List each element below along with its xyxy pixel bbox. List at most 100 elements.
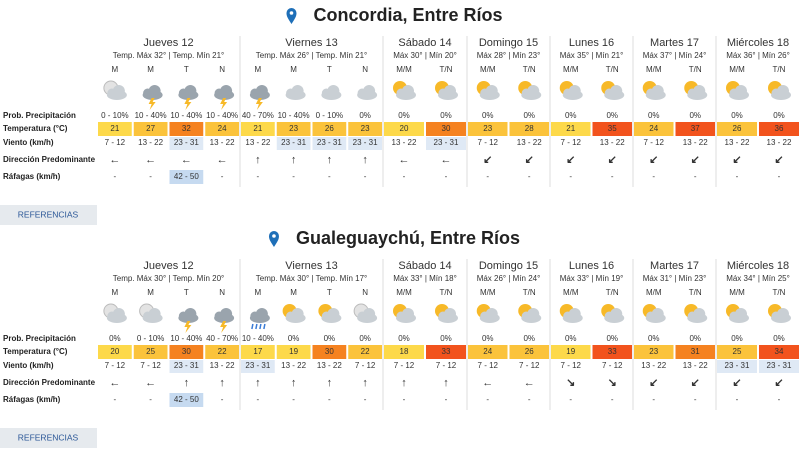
weather-icon	[103, 303, 127, 323]
wind: 23 - 31	[174, 361, 199, 370]
temperature: 27	[146, 124, 155, 133]
day-temps: Máx 36° | Mín 26°	[726, 51, 790, 60]
wind-direction: ↙	[774, 377, 783, 389]
gust: -	[257, 395, 260, 404]
cloud	[107, 88, 117, 98]
day-temps: Máx 30° | Mín 20°	[393, 51, 457, 60]
period-label: M/M	[480, 65, 496, 74]
precipitation: 0%	[288, 334, 300, 343]
wind-direction: ←	[524, 377, 535, 389]
period-label: T/N	[440, 288, 453, 297]
weather-icon	[559, 304, 583, 323]
period-label: M/M	[480, 288, 496, 297]
wind-highlight	[276, 137, 311, 150]
wind-highlight	[717, 360, 757, 373]
period-label: T/N	[523, 288, 536, 297]
temperature-cell	[312, 122, 347, 136]
wind: 13 - 22	[683, 361, 708, 370]
temperature: 21	[253, 124, 262, 133]
weather-icon	[435, 81, 458, 100]
wind-direction: ←	[181, 154, 192, 166]
cloud	[771, 88, 781, 98]
cloud	[396, 311, 406, 321]
precipitation: 0%	[648, 334, 660, 343]
day-name: Domingo 15	[479, 260, 538, 272]
location-pin	[286, 8, 297, 24]
temperature-cell	[509, 345, 549, 359]
gust: -	[652, 172, 655, 181]
precipitation: 0%	[648, 111, 660, 120]
temperature: 19	[289, 347, 298, 356]
wind: 23 - 31	[434, 138, 459, 147]
cloud	[687, 88, 697, 98]
temperature-cell	[384, 122, 424, 136]
temperature-cell	[551, 122, 591, 136]
references-button[interactable]	[0, 428, 97, 448]
gust: -	[736, 172, 739, 181]
wind: 13 - 22	[641, 361, 666, 370]
period-label: N	[219, 65, 225, 74]
wind: 7 - 12	[394, 361, 415, 370]
wind: 13 - 22	[725, 138, 750, 147]
cloud	[729, 311, 739, 321]
day-name: Miércoles 18	[727, 260, 789, 272]
gust: -	[292, 395, 295, 404]
precipitation: 0%	[689, 334, 701, 343]
wind: 23 - 31	[353, 138, 378, 147]
gust-highlight	[169, 393, 204, 407]
weather-icon	[393, 81, 416, 100]
gust: -	[221, 395, 224, 404]
gust: -	[328, 395, 331, 404]
lightning	[184, 321, 192, 333]
weather-icon	[435, 304, 458, 323]
temperature: 24	[649, 124, 658, 133]
cloud	[143, 88, 153, 98]
weather-icon	[139, 303, 163, 323]
day-temps: Temp. Máx 30° | Temp. Mín 17°	[256, 274, 367, 283]
weather-icon	[768, 304, 791, 323]
wind: 23 - 31	[725, 361, 750, 370]
period-label: M/M	[396, 288, 412, 297]
wind-direction: ↘	[608, 377, 617, 389]
weather-icon	[214, 308, 235, 333]
temperature-cell	[759, 122, 799, 136]
temperature-cell	[384, 345, 424, 359]
references-button[interactable]	[0, 205, 97, 225]
temperature: 23	[289, 124, 298, 133]
wind: 7 - 12	[478, 138, 499, 147]
precipitation: 0%	[109, 334, 121, 343]
weather-icon	[684, 304, 708, 323]
wind-direction: ←	[217, 154, 228, 166]
weather-icon	[103, 80, 127, 100]
temperature-cell	[169, 345, 204, 359]
precipitation: 0%	[359, 111, 371, 120]
temperature: 31	[691, 347, 700, 356]
wind: 7 - 12	[436, 361, 457, 370]
temperature-cell	[468, 122, 508, 136]
temperature-cell	[98, 345, 132, 359]
gust: -	[486, 172, 489, 181]
temperature-cell	[468, 345, 508, 359]
temperature: 34	[775, 347, 784, 356]
day-name: Sábado 14	[398, 260, 451, 272]
temperature-cell	[276, 122, 311, 136]
period-label: T	[327, 288, 332, 297]
precipitation: 0%	[398, 111, 410, 120]
weather-icon	[559, 81, 583, 100]
gust: 42 - 50	[174, 172, 199, 181]
wind-direction: ↙	[649, 377, 658, 389]
temperature-cell	[759, 345, 799, 359]
temperature: 24	[483, 347, 492, 356]
precipitation: 0%	[731, 334, 743, 343]
precipitation: 10 - 40%	[206, 111, 238, 120]
precipitation: 0 - 10%	[137, 334, 165, 343]
weather-icon	[642, 304, 666, 323]
gust: -	[736, 395, 739, 404]
wind-direction: ↙	[483, 154, 492, 166]
wind: 7 - 12	[561, 361, 582, 370]
gust: -	[114, 172, 117, 181]
temperature: 25	[146, 347, 155, 356]
precipitation: 0%	[440, 111, 452, 120]
precipitation: 0%	[606, 111, 618, 120]
